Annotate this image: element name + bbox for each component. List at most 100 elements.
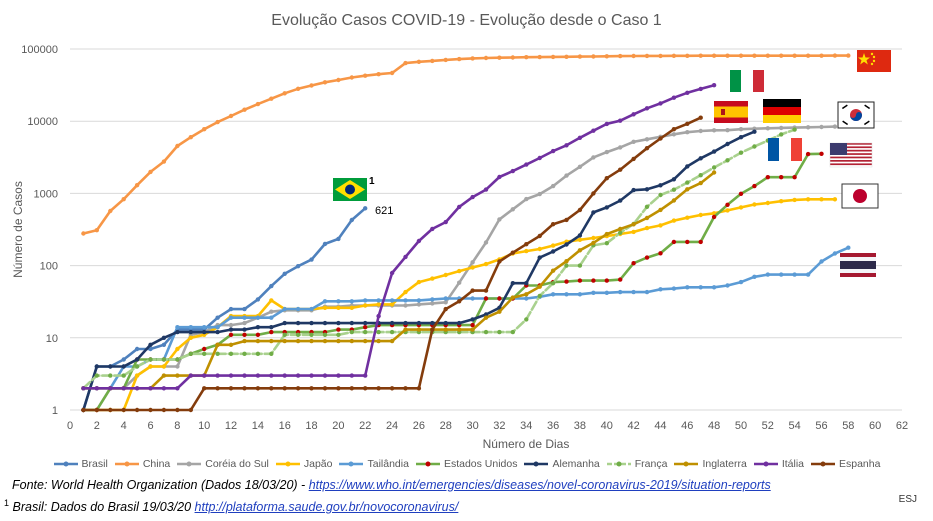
data-point [282, 320, 287, 326]
series-alemanha [81, 129, 757, 413]
data-point [242, 327, 247, 332]
data-point [161, 373, 167, 378]
source-prefix: Fonte: World Health Organization (Dados … [12, 478, 309, 492]
data-point [470, 296, 475, 301]
data-point [188, 335, 193, 340]
data-point [711, 214, 717, 220]
data-point [269, 351, 274, 356]
data-point [604, 231, 609, 237]
data-point [671, 95, 677, 100]
data-point [175, 357, 180, 362]
data-point [671, 198, 677, 203]
data-point [604, 121, 609, 127]
flag-band [779, 138, 791, 161]
flag-stripe [830, 156, 872, 159]
data-point [336, 305, 341, 310]
data-point [631, 156, 636, 162]
series-tailândia [81, 245, 851, 391]
legend-label: Alemanha [552, 458, 600, 470]
data-point [618, 226, 623, 232]
data-point [295, 264, 301, 269]
data-point [94, 407, 100, 413]
data-point [457, 56, 462, 62]
data-point [483, 261, 489, 267]
data-point [403, 386, 408, 391]
note-link[interactable]: http://plataforma.saude.gov.br/novocoron… [194, 500, 459, 515]
series-line [82, 171, 716, 390]
data-point [443, 327, 448, 332]
data-point [765, 175, 770, 180]
data-point [430, 58, 435, 64]
y-tick-label: 10000 [27, 116, 58, 128]
data-point [228, 351, 234, 356]
data-point [631, 187, 636, 193]
flag-coréia-do-sul [837, 101, 875, 129]
data-point [309, 386, 314, 391]
data-point [175, 364, 180, 369]
data-point [779, 53, 784, 58]
data-point [564, 242, 569, 247]
data-point [591, 290, 596, 295]
data-point [631, 229, 636, 235]
data-point [416, 320, 422, 326]
data-point [819, 53, 824, 58]
data-point [376, 329, 381, 335]
data-point [671, 53, 677, 58]
data-point [322, 332, 328, 337]
flag-band [763, 107, 801, 115]
data-point [228, 315, 234, 320]
data-point [698, 156, 703, 161]
note-prefix: Brasil: Dados do Brasil 19/03/20 [12, 500, 195, 515]
flag-japão [841, 183, 879, 209]
data-point [792, 175, 797, 180]
data-point [322, 320, 328, 326]
x-tick-label: 6 [147, 420, 153, 432]
data-point [94, 386, 100, 391]
data-point [269, 298, 274, 303]
data-point [295, 386, 301, 391]
data-point [483, 288, 489, 293]
data-point [483, 329, 489, 335]
data-point [537, 246, 542, 252]
data-point [242, 306, 247, 312]
data-point [685, 90, 690, 96]
data-point [108, 407, 113, 413]
y-axis-title: Número de Casos [11, 181, 25, 278]
data-point [524, 196, 529, 202]
data-point [644, 215, 650, 221]
data-point [738, 279, 744, 285]
data-point [604, 176, 609, 181]
source-link[interactable]: https://www.who.int/emergencies/diseases… [308, 478, 771, 492]
flag-trigram [841, 104, 848, 110]
data-point [550, 148, 556, 154]
flag-stripe [830, 146, 872, 149]
data-point [577, 135, 583, 140]
series-espanha [81, 115, 703, 413]
legend-item-estados-unidos: Estados Unidos [415, 458, 517, 470]
data-point [389, 386, 395, 391]
data-point [470, 317, 475, 322]
data-point [403, 320, 408, 326]
data-point [215, 119, 220, 125]
x-tick-label: 36 [547, 420, 559, 432]
data-point [752, 129, 757, 134]
flag-stripe [830, 143, 872, 145]
data-point [363, 320, 368, 326]
data-point [604, 205, 609, 210]
data-point [94, 228, 100, 233]
data-point [416, 238, 422, 244]
data-point [282, 91, 287, 96]
data-point [282, 338, 287, 344]
data-point [349, 320, 354, 326]
data-point [752, 202, 757, 207]
data-point [792, 53, 797, 58]
data-point [269, 309, 274, 314]
data-point [134, 373, 140, 378]
legend-marker [425, 461, 431, 467]
data-point [685, 285, 690, 290]
data-point [805, 197, 811, 202]
data-point [577, 54, 583, 59]
data-point [188, 407, 193, 413]
data-point [108, 364, 113, 369]
